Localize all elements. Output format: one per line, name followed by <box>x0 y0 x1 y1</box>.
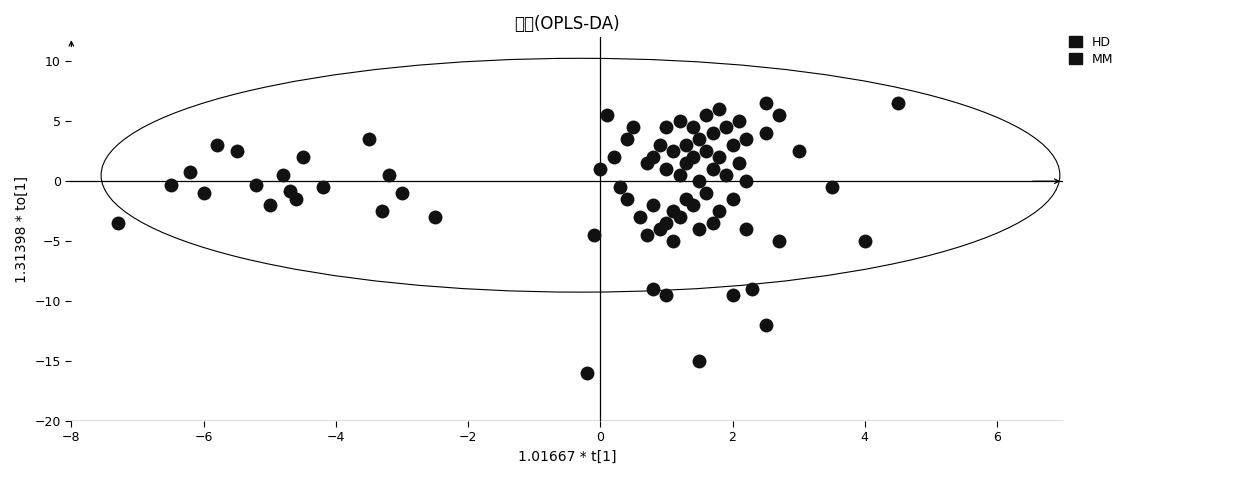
Point <box>729 117 749 125</box>
Point <box>696 148 715 155</box>
Point <box>755 100 775 107</box>
Y-axis label: 1.31398 * to[1]: 1.31398 * to[1] <box>15 176 29 283</box>
Point <box>656 219 676 227</box>
Point <box>822 183 842 191</box>
Point <box>227 148 247 155</box>
Point <box>676 195 696 203</box>
Point <box>709 153 729 161</box>
Point <box>683 201 703 209</box>
Point <box>769 112 789 119</box>
Point <box>358 136 378 143</box>
X-axis label: 1.01667 * t[1]: 1.01667 * t[1] <box>518 450 616 464</box>
Point <box>392 189 412 197</box>
Point <box>723 195 743 203</box>
Point <box>888 100 908 107</box>
Point <box>715 171 735 179</box>
Point <box>723 291 743 299</box>
Point <box>312 183 332 191</box>
Point <box>108 219 128 227</box>
Point <box>656 124 676 131</box>
Point <box>610 183 630 191</box>
Point <box>735 136 755 143</box>
Point <box>755 321 775 329</box>
Point <box>854 237 874 245</box>
Point <box>703 219 723 227</box>
Point <box>703 165 723 173</box>
Point <box>689 357 709 365</box>
Point <box>676 141 696 149</box>
Point <box>696 189 715 197</box>
Point <box>644 201 663 209</box>
Point <box>378 171 398 179</box>
Point <box>683 124 703 131</box>
Point <box>663 207 683 215</box>
Point <box>656 165 676 173</box>
Point <box>735 177 755 185</box>
Point <box>709 207 729 215</box>
Point <box>260 201 280 209</box>
Point <box>616 136 636 143</box>
Point <box>743 285 763 293</box>
Point <box>636 160 656 167</box>
Point <box>247 181 267 189</box>
Point <box>273 171 293 179</box>
Point <box>696 112 715 119</box>
Point <box>656 291 676 299</box>
Point <box>181 168 201 175</box>
Point <box>689 177 709 185</box>
Point <box>584 231 604 239</box>
Point <box>663 148 683 155</box>
Point <box>596 112 616 119</box>
Point <box>577 369 596 377</box>
Point <box>676 160 696 167</box>
Point <box>372 207 392 215</box>
Point <box>789 148 808 155</box>
Point <box>616 195 636 203</box>
Title: 骨髓(OPLS-DA): 骨髓(OPLS-DA) <box>515 15 620 33</box>
Point <box>670 117 689 125</box>
Point <box>630 213 650 221</box>
Point <box>636 231 656 239</box>
Point <box>755 129 775 137</box>
Point <box>683 153 703 161</box>
Point <box>650 225 670 233</box>
Point <box>425 213 445 221</box>
Legend: HD, MM: HD, MM <box>1069 36 1114 66</box>
Point <box>689 136 709 143</box>
Point <box>735 225 755 233</box>
Point <box>689 225 709 233</box>
Point <box>644 285 663 293</box>
Point <box>280 187 300 194</box>
Point <box>604 153 624 161</box>
Point <box>703 129 723 137</box>
Point <box>715 124 735 131</box>
Point <box>286 195 306 203</box>
Point <box>644 153 663 161</box>
Point <box>723 141 743 149</box>
Point <box>670 171 689 179</box>
Point <box>193 189 213 197</box>
Point <box>769 237 789 245</box>
Point <box>709 105 729 113</box>
Point <box>624 124 644 131</box>
Point <box>293 153 312 161</box>
Point <box>207 141 227 149</box>
Point <box>650 141 670 149</box>
Point <box>161 181 181 189</box>
Point <box>590 165 610 173</box>
Point <box>729 160 749 167</box>
Point <box>663 237 683 245</box>
Point <box>670 213 689 221</box>
